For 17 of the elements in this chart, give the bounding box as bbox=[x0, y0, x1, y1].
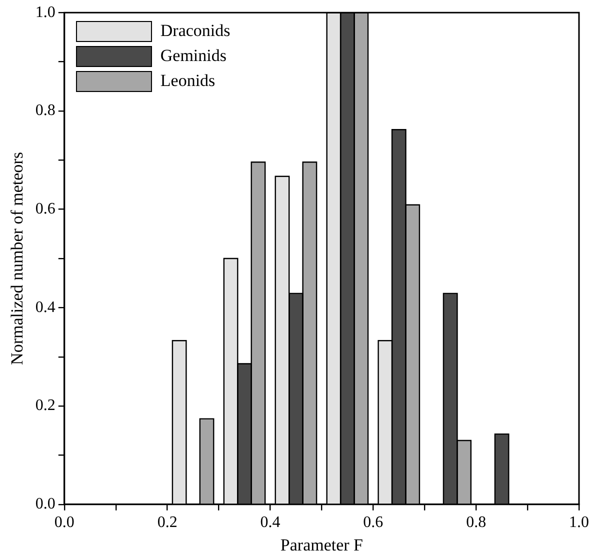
x-tick-label: 0.0 bbox=[54, 514, 74, 532]
x-tick-label: 0.6 bbox=[363, 514, 384, 532]
y-tick-label: 1.0 bbox=[35, 4, 56, 21]
y-tick-label: 0.0 bbox=[35, 496, 56, 513]
x-tick-label: 0.8 bbox=[466, 514, 486, 532]
legend-label: Geminids bbox=[160, 46, 226, 66]
y-tick-label: 0.8 bbox=[35, 102, 56, 120]
legend-label: Draconids bbox=[160, 21, 230, 42]
y-tick-label: 0.6 bbox=[35, 200, 56, 218]
y-tick-label: 0.4 bbox=[35, 298, 56, 316]
y-axis-title: Normalized number of meteors bbox=[8, 152, 27, 365]
x-tick-label: 1.0 bbox=[569, 514, 589, 532]
x-tick-label: 0.4 bbox=[260, 514, 280, 532]
x-tick-label: 0.2 bbox=[157, 514, 178, 532]
legend-label: Leonids bbox=[160, 71, 216, 92]
x-axis-title: Parameter F bbox=[280, 535, 364, 554]
y-tick-label: 0.2 bbox=[35, 397, 56, 414]
